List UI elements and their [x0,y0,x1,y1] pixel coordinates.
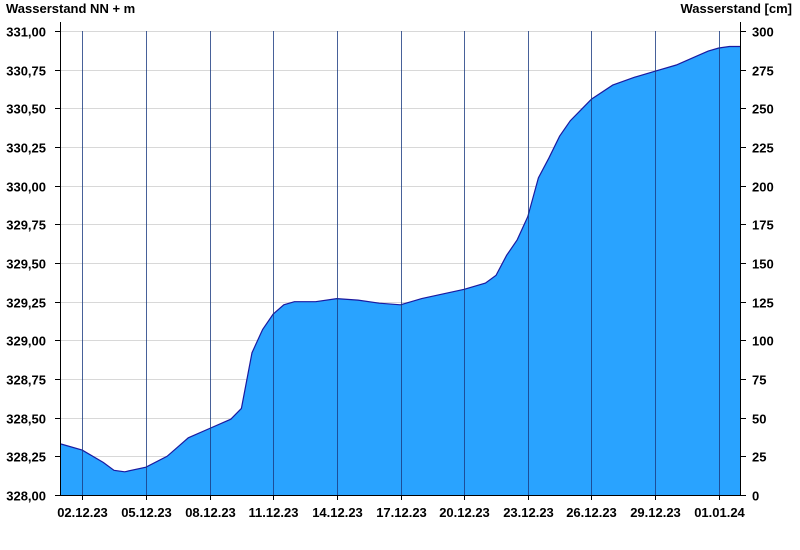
left-tick-label: 329,25 [6,296,46,311]
right-tick-label: 275 [752,64,774,79]
right-tick-label: 125 [752,296,774,311]
left-tick-label: 329,00 [6,334,46,349]
left-tick-label: 328,50 [6,412,46,427]
x-tick-label: 26.12.23 [566,505,617,520]
left-tick-label: 331,00 [6,25,46,40]
right-tick-label: 75 [752,373,766,388]
right-tick-label: 300 [752,25,774,40]
left-tick-label: 328,25 [6,450,46,465]
right-axis-ticks: 0 25 50 75 100 125 150 175 200 225 250 275 300 [752,25,774,504]
x-tick-label: 02.12.23 [57,505,108,520]
right-tick-label: 200 [752,180,774,195]
x-tick-label: 17.12.23 [376,505,427,520]
x-tick-label: 20.12.23 [439,505,490,520]
x-tick-label: 01.01.24 [694,505,745,520]
left-tick-label: 330,50 [6,102,46,117]
day-gridlines [82,31,720,495]
left-tick-label: 328,75 [6,373,46,388]
right-tick-label: 150 [752,257,774,272]
left-tick-label: 330,25 [6,141,46,156]
left-axis-label: Wasserstand NN + m [6,1,135,16]
x-tick-label: 05.12.23 [121,505,172,520]
x-tick-label: 29.12.23 [630,505,681,520]
right-tick-label: 175 [752,218,774,233]
x-axis-ticks: 02.12.23 05.12.23 08.12.23 11.12.23 14.12.23… [57,505,745,520]
right-tick-label: 225 [752,141,774,156]
x-tick-label: 11.12.23 [249,505,299,520]
water-level-area [61,46,740,495]
left-tick-label: 329,75 [6,218,46,233]
left-axis-ticks: 328,00 328,25 328,50 328,75 329,00 329,25 329,… [6,25,46,504]
right-tick-label: 0 [752,489,759,504]
right-tick-label: 50 [752,412,766,427]
x-tick-label: 08.12.23 [185,505,236,520]
left-tick-label: 329,50 [6,257,46,272]
left-tick-label: 328,00 [6,489,46,504]
right-tick-label: 25 [752,450,766,465]
x-tick-label: 23.12.23 [503,505,554,520]
water-level-line [60,45,740,473]
x-tick-label: 14.12.23 [312,505,363,520]
axes [55,22,746,500]
left-tick-label: 330,00 [6,180,46,195]
right-axis-label: Wasserstand [cm] [681,1,793,16]
left-tick-label: 330,75 [6,64,46,79]
plot-area [60,45,740,495]
right-tick-label: 250 [752,102,774,117]
right-tick-label: 100 [752,334,774,349]
